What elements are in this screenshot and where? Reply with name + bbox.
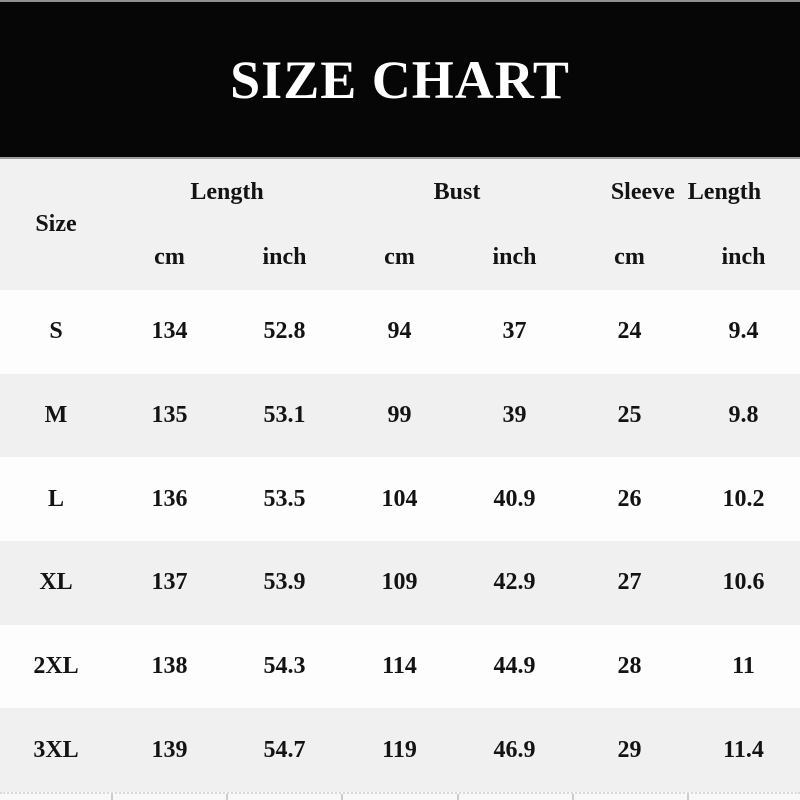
table-row-2xl: 2XL 138 54.3 114 44.9 28 11 bbox=[0, 624, 800, 709]
value-cell: 39 bbox=[502, 402, 527, 428]
unit-header-bust-cm: cm bbox=[384, 244, 415, 270]
value-cell: 114 bbox=[382, 653, 417, 680]
column-boundary-tick bbox=[572, 794, 574, 800]
size-cell: 3XL bbox=[33, 736, 79, 763]
table-row-m: M 135 53.1 99 39 25 9.8 bbox=[0, 373, 800, 458]
value-cell: 54.3 bbox=[263, 653, 306, 680]
value-cell: 53.9 bbox=[263, 569, 306, 596]
value-cell: 11.4 bbox=[723, 736, 764, 763]
size-cell: 2XL bbox=[33, 653, 79, 680]
value-cell: 46.9 bbox=[493, 736, 536, 763]
value-cell: 25 bbox=[617, 402, 642, 428]
value-cell: 42.9 bbox=[493, 569, 536, 596]
value-cell: 26 bbox=[617, 485, 642, 512]
table-row-l: L 136 53.5 104 40.9 26 10.2 bbox=[0, 457, 800, 542]
col-group-sleeve-length: Sleeve Length bbox=[610, 178, 762, 205]
column-boundary-tick bbox=[226, 794, 228, 800]
col-header-size: Size bbox=[35, 211, 77, 237]
value-cell: 10.2 bbox=[722, 485, 765, 512]
value-cell: 27 bbox=[617, 569, 642, 596]
unit-header-sleeve-cm: cm bbox=[614, 244, 645, 270]
unit-header-length-inch: inch bbox=[262, 244, 307, 270]
value-cell: 139 bbox=[151, 736, 188, 763]
value-cell: 9.4 bbox=[728, 318, 759, 345]
value-cell: 109 bbox=[381, 569, 418, 596]
value-cell: 44.9 bbox=[493, 653, 536, 680]
size-cell: S bbox=[49, 318, 63, 345]
size-cell: L bbox=[47, 485, 64, 512]
value-cell: 28 bbox=[617, 653, 642, 680]
value-cell: 11 bbox=[732, 653, 755, 680]
table-row-3xl: 3XL 139 54.7 119 46.9 29 11.4 bbox=[0, 708, 800, 793]
value-cell: 134 bbox=[151, 318, 188, 345]
value-cell: 99 bbox=[387, 402, 412, 428]
table-body: S 134 52.8 94 37 24 9.4 M 135 53.1 99 39… bbox=[0, 290, 800, 793]
value-cell: 53.5 bbox=[263, 485, 306, 512]
size-cell: XL bbox=[39, 569, 73, 596]
value-cell: 138 bbox=[151, 653, 188, 680]
col-group-length: Length bbox=[190, 178, 264, 205]
column-boundary-tick bbox=[111, 794, 113, 800]
value-cell: 54.7 bbox=[263, 736, 306, 763]
value-cell: 52.8 bbox=[263, 318, 306, 345]
col-group-bust: Bust bbox=[433, 178, 481, 205]
unit-header-sleeve-inch: inch bbox=[721, 244, 766, 270]
value-cell: 94 bbox=[387, 318, 412, 345]
value-cell: 29 bbox=[617, 736, 642, 763]
value-cell: 119 bbox=[382, 736, 417, 763]
header-band: SIZE CHART bbox=[0, 0, 800, 159]
page-title: SIZE CHART bbox=[230, 49, 570, 110]
size-cell: M bbox=[44, 402, 68, 428]
table-row-s: S 134 52.8 94 37 24 9.4 bbox=[0, 290, 800, 374]
column-boundary-tick bbox=[341, 794, 343, 800]
table-header: Size Length Bust Sleeve Length cm inch c… bbox=[0, 159, 800, 290]
value-cell: 137 bbox=[151, 569, 188, 596]
value-cell: 135 bbox=[151, 402, 188, 428]
value-cell: 10.6 bbox=[722, 569, 765, 596]
value-cell: 136 bbox=[151, 485, 188, 512]
value-cell: 9.8 bbox=[728, 402, 759, 428]
unit-header-bust-inch: inch bbox=[492, 244, 537, 270]
value-cell: 40.9 bbox=[493, 485, 536, 512]
unit-header-length-cm: cm bbox=[154, 244, 185, 270]
value-cell: 24 bbox=[617, 318, 642, 345]
value-cell: 37 bbox=[502, 318, 527, 345]
table-edge-dotted-line bbox=[0, 792, 800, 800]
value-cell: 104 bbox=[381, 485, 418, 512]
table-row-xl: XL 137 53.9 109 42.9 27 10.6 bbox=[0, 541, 800, 625]
value-cell: 53.1 bbox=[263, 402, 306, 428]
column-boundary-tick bbox=[457, 794, 459, 800]
column-boundary-tick bbox=[687, 794, 689, 800]
